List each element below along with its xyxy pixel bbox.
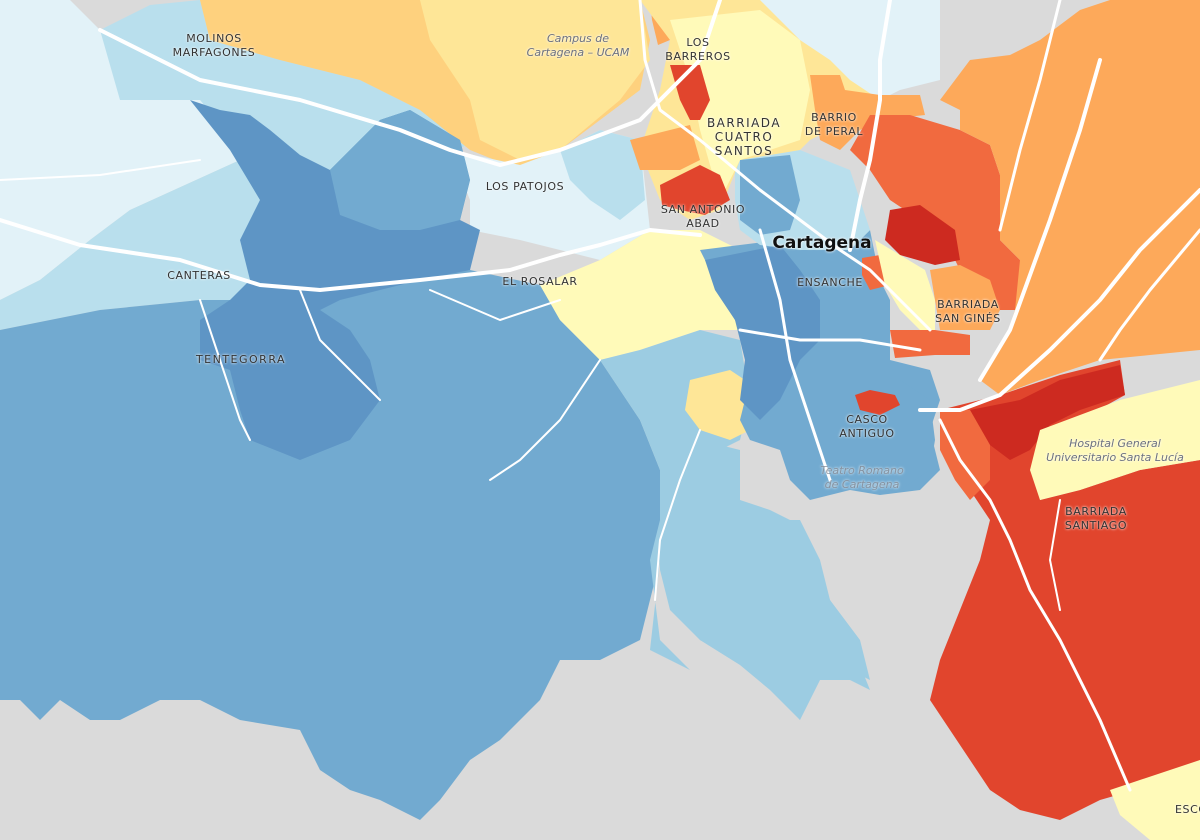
label-molinos-marfagones: MOLINOS MARFAGONES <box>172 32 256 59</box>
region-san-gines-orange-red[interactable] <box>890 330 970 358</box>
region-casco-antiguo[interactable] <box>800 370 935 490</box>
region-top-light-blue[interactable] <box>760 0 940 100</box>
label-los-patojos: LOS PATOJOS <box>485 180 565 193</box>
label-el-rosalar: EL ROSALAR <box>502 275 578 288</box>
region-casco-red[interactable] <box>855 390 900 415</box>
label-teatro-romano: Teatro Romano de Cartagena <box>820 464 904 491</box>
region-tentegorra-mid-blue[interactable] <box>330 110 470 230</box>
label-san-antonio-abad: SAN ANTONIO ABAD <box>660 203 746 230</box>
label-barriada-san-gines: BARRIADA SAN GINÉS <box>935 298 1001 325</box>
region-big-south-medium-blue[interactable] <box>0 270 670 820</box>
label-barriada-santiago: BARRIADA SANTIAGO <box>1064 505 1128 532</box>
region-lucia-dark-red[interactable] <box>970 365 1125 460</box>
label-ensanche: ENSANCHE <box>797 276 863 289</box>
region-san-antonio-red[interactable] <box>660 165 730 215</box>
region-barreros-pale[interactable] <box>670 10 810 200</box>
label-hospital-santa-lucia: Hospital General Universitario Santa Luc… <box>1046 437 1184 464</box>
region-canteras-low[interactable] <box>0 160 290 330</box>
label-canteras: CANTERAS <box>167 269 231 282</box>
label-cartagena-city: Cartagena <box>772 233 872 253</box>
label-escombreras: ESCOMBR <box>1175 803 1200 816</box>
label-campus-ucam: Campus de Cartagena – UCAM <box>526 32 630 59</box>
region-yellow-strip[interactable] <box>875 240 935 330</box>
label-barrio-de-peral: BARRIO DE PERAL <box>804 111 864 138</box>
region-port-mid-low[interactable] <box>660 440 870 720</box>
label-tentegorra: TENTEGORRA <box>195 353 287 366</box>
region-peral-orange-red[interactable] <box>850 115 1020 310</box>
region-hospital-pale-yellow[interactable] <box>1030 380 1200 500</box>
region-san-gines-orange[interactable] <box>930 265 1000 330</box>
region-north-yellow[interactable] <box>420 0 650 160</box>
region-center-blue-block[interactable] <box>740 155 800 235</box>
road-network <box>0 0 1200 792</box>
region-patojos-low[interactable] <box>560 130 645 220</box>
label-los-barreros: LOS BARREROS <box>665 36 731 63</box>
region-south-east-red[interactable] <box>930 360 1200 820</box>
region-el-rosalar-yellow[interactable] <box>540 230 740 360</box>
region-east-orange[interactable] <box>940 0 1200 395</box>
region-peral-orange[interactable] <box>810 75 925 150</box>
region-west-very-low[interactable] <box>0 0 290 300</box>
region-escombreras-yellow[interactable] <box>1110 760 1200 840</box>
label-casco-antiguo: CASCO ANTIGUO <box>839 413 895 440</box>
region-cuatro-santos-orange[interactable] <box>630 125 700 170</box>
region-dark-red-block[interactable] <box>885 205 960 265</box>
label-barriada-cuatro-santos: BARRIADA CUATRO SANTOS <box>706 116 782 158</box>
region-se-orange-red[interactable] <box>940 410 990 500</box>
